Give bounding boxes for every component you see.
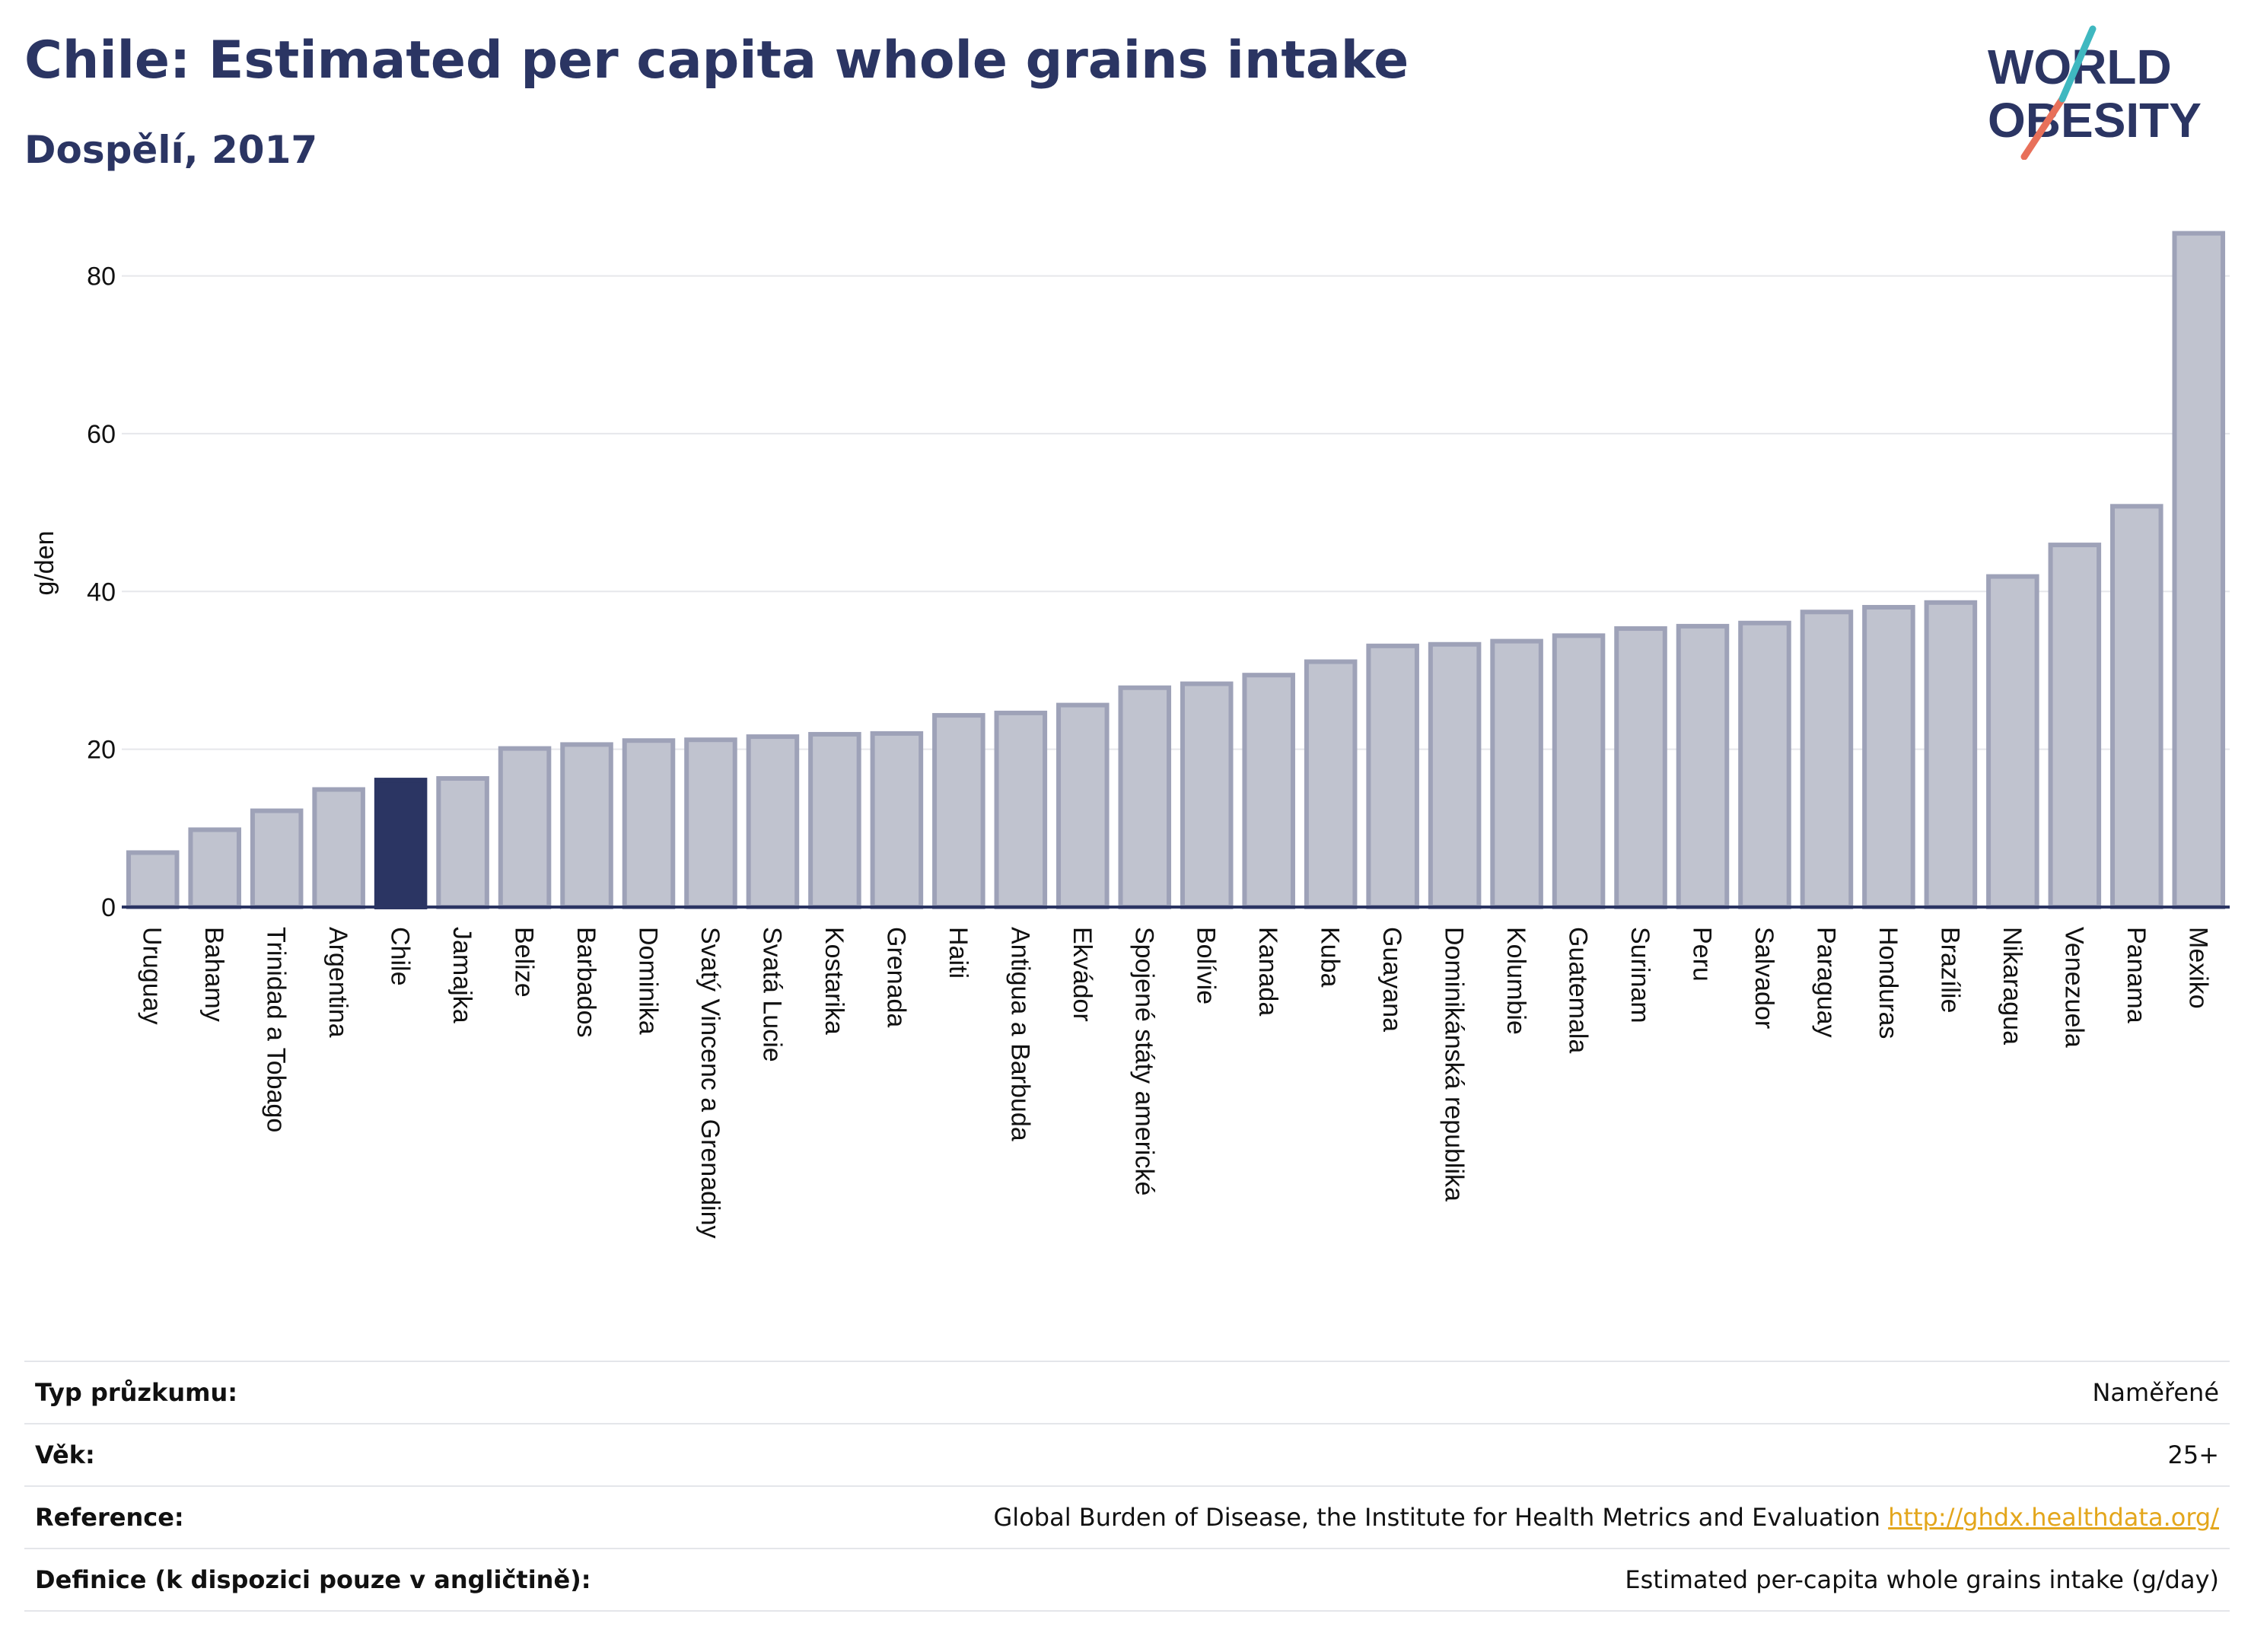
y-tick-label: 40 — [87, 578, 116, 606]
bar-svat-vincenc-a-grenadiny[interactable] — [684, 737, 737, 909]
info-label: Typ průzkumu: — [35, 1378, 238, 1407]
bar-grenada[interactable] — [870, 731, 924, 909]
x-tick-label: Peru — [1688, 927, 1717, 982]
x-tick-label: Argentina — [323, 927, 352, 1038]
x-tick-label: Ekvádor — [1068, 927, 1097, 1022]
info-label: Věk: — [35, 1440, 95, 1469]
bar-surinam[interactable] — [1614, 626, 1667, 910]
y-tick-label: 60 — [87, 420, 116, 449]
x-tick-label: Svatá Lucie — [757, 927, 786, 1062]
bar-honduras[interactable] — [1862, 605, 1915, 910]
reference-text: Global Burden of Disease, the Institute … — [993, 1503, 1880, 1532]
bar-kuba[interactable] — [1304, 659, 1358, 909]
x-tick-label: Paraguay — [1811, 927, 1840, 1038]
y-tick-label: 0 — [101, 893, 116, 922]
bar-bol-vie[interactable] — [1180, 681, 1234, 910]
info-label: Definice (k dispozici pouze v angličtině… — [35, 1565, 591, 1594]
bar-nikaragua[interactable] — [1986, 574, 2039, 909]
bar-belize[interactable] — [498, 746, 552, 909]
info-label: Reference: — [35, 1503, 184, 1532]
info-row-survey-type: Typ průzkumu: Naměřené — [24, 1361, 2230, 1424]
bar-haiti[interactable] — [932, 713, 985, 909]
x-tick-label: Guatemala — [1564, 927, 1593, 1053]
bar-antigua-a-barbuda[interactable] — [994, 710, 1048, 909]
x-tick-label: Mexiko — [2183, 927, 2212, 1009]
x-tick-label: Jamajka — [447, 927, 476, 1023]
x-tick-label: Trinidad a Tobago — [262, 927, 291, 1132]
x-tick-label: Panama — [2122, 927, 2151, 1023]
world-obesity-logo: WORLD OBESITY — [1988, 25, 2202, 160]
bar-uruguay[interactable] — [126, 850, 180, 909]
x-tick-label: Venezuela — [2059, 927, 2088, 1048]
bar-dominik-nsk-republika[interactable] — [1428, 641, 1482, 909]
reference-link[interactable]: http://ghdx.healthdata.org/ — [1888, 1503, 2219, 1532]
bar-venezuela[interactable] — [2048, 543, 2102, 909]
bar-bahamy[interactable] — [188, 827, 241, 909]
logo-slash-coral — [2020, 95, 2066, 160]
bar-svat-lucie[interactable] — [746, 734, 800, 909]
chart-title: Chile: Estimated per capita whole grains… — [24, 30, 1409, 91]
info-value: Naměřené — [2092, 1378, 2219, 1407]
bar-chart: 0 20 40 60 80 Uruguay Bahamy Trinidad a Tobago… — [30, 231, 2230, 1239]
bar-ekv-dor[interactable] — [1056, 702, 1110, 909]
bar-argentina[interactable] — [312, 787, 365, 909]
info-table: Typ průzkumu: Naměřené Věk: 25+ Referenc… — [24, 1361, 2230, 1612]
x-tick-label: Bahamy — [199, 927, 228, 1022]
bar-dominika[interactable] — [622, 738, 676, 909]
bar-peru[interactable] — [1676, 623, 1730, 909]
logo-line2: OBESITY — [1988, 93, 2202, 148]
x-tick-labels: Uruguay Bahamy Trinidad a Tobago Argentina C… — [138, 927, 2213, 1239]
x-tick-label: Belize — [510, 927, 539, 998]
info-value: Estimated per-capita whole grains intake… — [1625, 1565, 2219, 1594]
bar-jamajka[interactable] — [436, 776, 489, 909]
y-tick-labels: 0 20 40 60 80 — [87, 263, 116, 922]
x-tick-label: Kanada — [1253, 927, 1282, 1016]
y-axis-label: g/den — [30, 530, 59, 595]
x-tick-label: Salvador — [1750, 927, 1778, 1029]
x-tick-label: Chile — [386, 927, 415, 985]
x-tick-label: Dominika — [634, 927, 663, 1035]
x-tick-label: Antigua a Barbuda — [1005, 927, 1034, 1141]
bar-kostarika[interactable] — [808, 731, 861, 909]
bar-trinidad-a-tobago[interactable] — [250, 808, 304, 910]
bar-barbados[interactable] — [560, 742, 613, 909]
bars — [126, 231, 2226, 910]
x-tick-label: Kostarika — [820, 927, 849, 1035]
x-tick-label: Kuba — [1316, 927, 1345, 987]
bar-panama[interactable] — [2110, 504, 2163, 909]
x-tick-label: Dominikánská republika — [1440, 927, 1469, 1202]
x-tick-label: Honduras — [1874, 927, 1902, 1039]
bar-salvador[interactable] — [1738, 620, 1791, 909]
x-tick-label: Guayana — [1377, 927, 1406, 1032]
logo-slash-teal — [2058, 25, 2097, 103]
bar-guayana[interactable] — [1366, 643, 1419, 910]
x-tick-label: Haiti — [944, 927, 973, 979]
x-tick-label: Kolumbie — [1501, 927, 1530, 1035]
bar-kolumbie[interactable] — [1490, 638, 1543, 910]
x-tick-label: Barbados — [572, 927, 600, 1038]
bar-chile[interactable] — [374, 778, 428, 909]
bar-spojen-st-ty-americk-[interactable] — [1118, 685, 1172, 909]
bar-kanada[interactable] — [1242, 673, 1295, 909]
bar-guatemala[interactable] — [1552, 633, 1606, 909]
x-tick-label: Nikaragua — [1998, 927, 2027, 1045]
bar-mexiko[interactable] — [2172, 231, 2226, 909]
info-row-reference: Reference: Global Burden of Disease, the… — [24, 1486, 2230, 1549]
y-tick-label: 80 — [87, 263, 116, 291]
x-tick-label: Uruguay — [138, 927, 167, 1025]
x-tick-label: Spojené státy americké — [1129, 927, 1158, 1195]
x-tick-label: Bolívie — [1192, 927, 1221, 1004]
x-tick-label: Grenada — [881, 927, 910, 1027]
x-tick-label: Surinam — [1625, 927, 1654, 1023]
chart-subtitle: Dospělí, 2017 — [24, 128, 318, 172]
bar-paraguay[interactable] — [1800, 610, 1854, 909]
info-value: Global Burden of Disease, the Institute … — [722, 1486, 2230, 1549]
y-tick-label: 20 — [87, 736, 116, 765]
info-row-age: Věk: 25+ — [24, 1424, 2230, 1486]
x-tick-label: Brazílie — [1935, 927, 1964, 1013]
info-value: 25+ — [2167, 1440, 2219, 1469]
info-row-definition: Definice (k dispozici pouze v angličtině… — [24, 1549, 2230, 1611]
x-tick-label: Svatý Vincenc a Grenadiny — [696, 927, 724, 1239]
bar-braz-lie[interactable] — [1924, 600, 1978, 909]
